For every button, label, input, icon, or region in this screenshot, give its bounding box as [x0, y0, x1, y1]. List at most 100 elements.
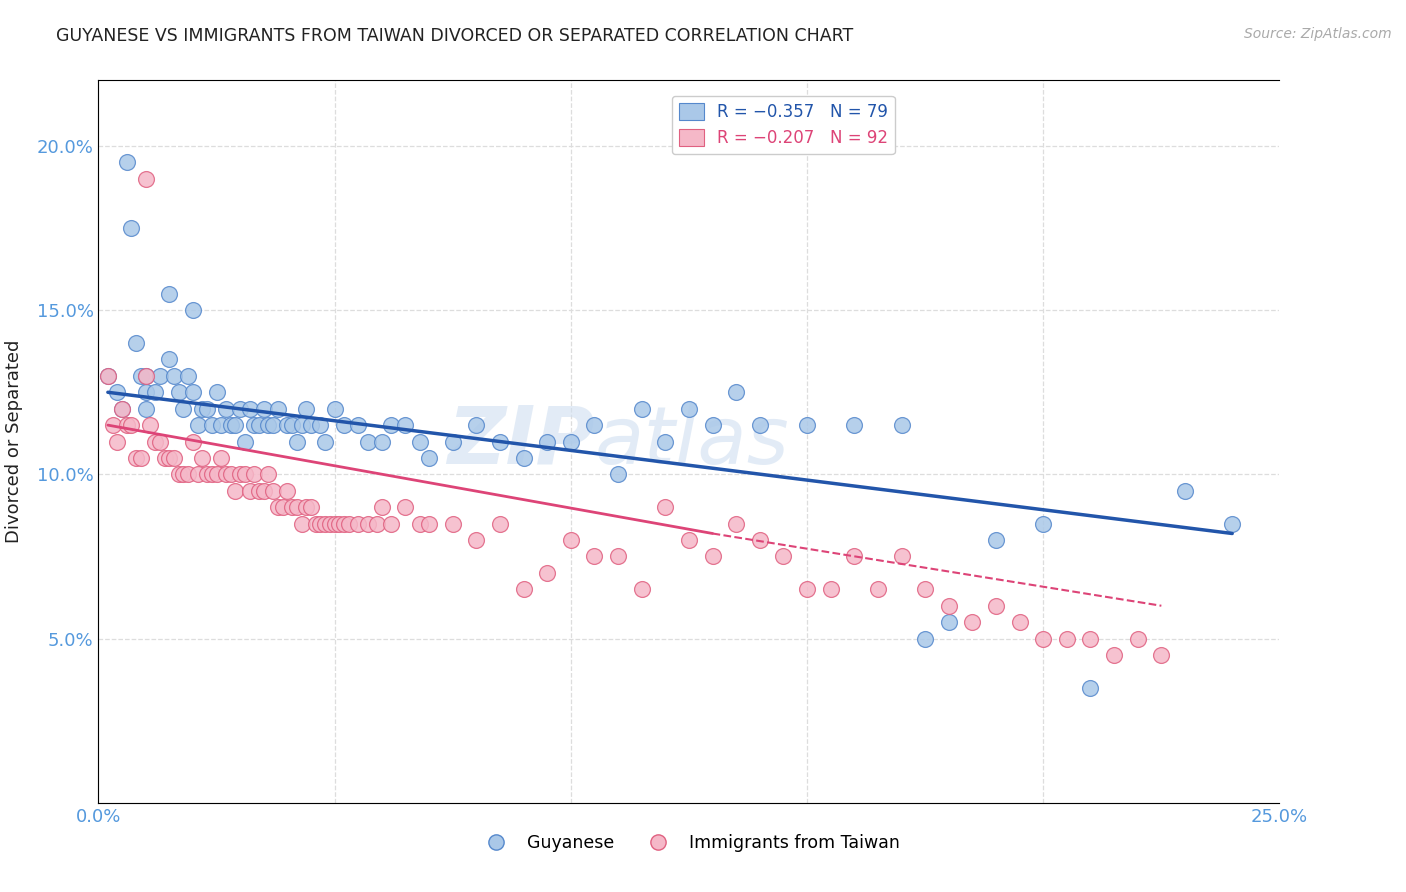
- Point: [654, 500, 676, 515]
- Point: [394, 418, 416, 433]
- Point: [229, 401, 252, 416]
- Point: [380, 418, 402, 433]
- Point: [607, 467, 630, 482]
- Point: [172, 467, 194, 482]
- Point: [247, 483, 270, 498]
- Point: [319, 516, 342, 531]
- Point: [172, 401, 194, 416]
- Point: [333, 516, 356, 531]
- Point: [181, 303, 204, 318]
- Point: [111, 401, 134, 416]
- Point: [163, 368, 186, 383]
- Text: atlas: atlas: [595, 402, 789, 481]
- Point: [139, 418, 162, 433]
- Point: [323, 516, 346, 531]
- Point: [115, 155, 138, 169]
- Point: [281, 500, 304, 515]
- Point: [233, 467, 256, 482]
- Y-axis label: Divorced or Separated: Divorced or Separated: [4, 340, 22, 543]
- Point: [149, 434, 172, 449]
- Point: [408, 434, 430, 449]
- Point: [135, 368, 157, 383]
- Point: [1126, 632, 1149, 646]
- Point: [219, 467, 242, 482]
- Point: [299, 418, 322, 433]
- Point: [702, 549, 724, 564]
- Point: [347, 418, 370, 433]
- Point: [418, 450, 440, 465]
- Text: Source: ZipAtlas.com: Source: ZipAtlas.com: [1244, 27, 1392, 41]
- Point: [371, 500, 394, 515]
- Point: [844, 549, 866, 564]
- Point: [181, 385, 204, 400]
- Point: [1056, 632, 1078, 646]
- Point: [654, 434, 676, 449]
- Point: [257, 467, 280, 482]
- Point: [560, 533, 582, 547]
- Point: [135, 385, 157, 400]
- Point: [309, 418, 332, 433]
- Point: [337, 516, 360, 531]
- Point: [1080, 681, 1102, 695]
- Point: [1032, 632, 1054, 646]
- Point: [285, 434, 308, 449]
- Point: [1032, 516, 1054, 531]
- Point: [97, 368, 120, 383]
- Point: [984, 599, 1007, 613]
- Point: [772, 549, 794, 564]
- Point: [1174, 483, 1197, 498]
- Point: [209, 418, 232, 433]
- Point: [305, 516, 328, 531]
- Point: [285, 500, 308, 515]
- Point: [205, 467, 228, 482]
- Point: [489, 434, 512, 449]
- Point: [143, 434, 166, 449]
- Point: [290, 516, 312, 531]
- Point: [125, 450, 148, 465]
- Point: [328, 516, 350, 531]
- Point: [725, 385, 748, 400]
- Point: [262, 483, 284, 498]
- Point: [271, 500, 294, 515]
- Text: GUYANESE VS IMMIGRANTS FROM TAIWAN DIVORCED OR SEPARATED CORRELATION CHART: GUYANESE VS IMMIGRANTS FROM TAIWAN DIVOR…: [56, 27, 853, 45]
- Point: [267, 500, 290, 515]
- Point: [129, 368, 152, 383]
- Point: [489, 516, 512, 531]
- Point: [512, 450, 534, 465]
- Point: [583, 549, 606, 564]
- Point: [938, 615, 960, 630]
- Point: [314, 516, 336, 531]
- Point: [243, 467, 266, 482]
- Point: [630, 401, 652, 416]
- Point: [105, 434, 128, 449]
- Point: [418, 516, 440, 531]
- Point: [536, 434, 558, 449]
- Point: [1102, 648, 1125, 662]
- Point: [167, 467, 190, 482]
- Point: [191, 450, 214, 465]
- Point: [177, 467, 200, 482]
- Point: [205, 385, 228, 400]
- Point: [253, 401, 276, 416]
- Point: [105, 385, 128, 400]
- Point: [441, 434, 464, 449]
- Point: [1080, 632, 1102, 646]
- Point: [135, 401, 157, 416]
- Point: [219, 418, 242, 433]
- Point: [962, 615, 984, 630]
- Point: [276, 418, 298, 433]
- Point: [153, 450, 176, 465]
- Point: [380, 516, 402, 531]
- Point: [1008, 615, 1031, 630]
- Point: [239, 483, 262, 498]
- Point: [209, 450, 232, 465]
- Point: [224, 483, 246, 498]
- Point: [135, 368, 157, 383]
- Point: [201, 418, 224, 433]
- Point: [357, 516, 380, 531]
- Point: [121, 418, 143, 433]
- Point: [394, 500, 416, 515]
- Point: [129, 450, 152, 465]
- Point: [262, 418, 284, 433]
- Point: [299, 500, 322, 515]
